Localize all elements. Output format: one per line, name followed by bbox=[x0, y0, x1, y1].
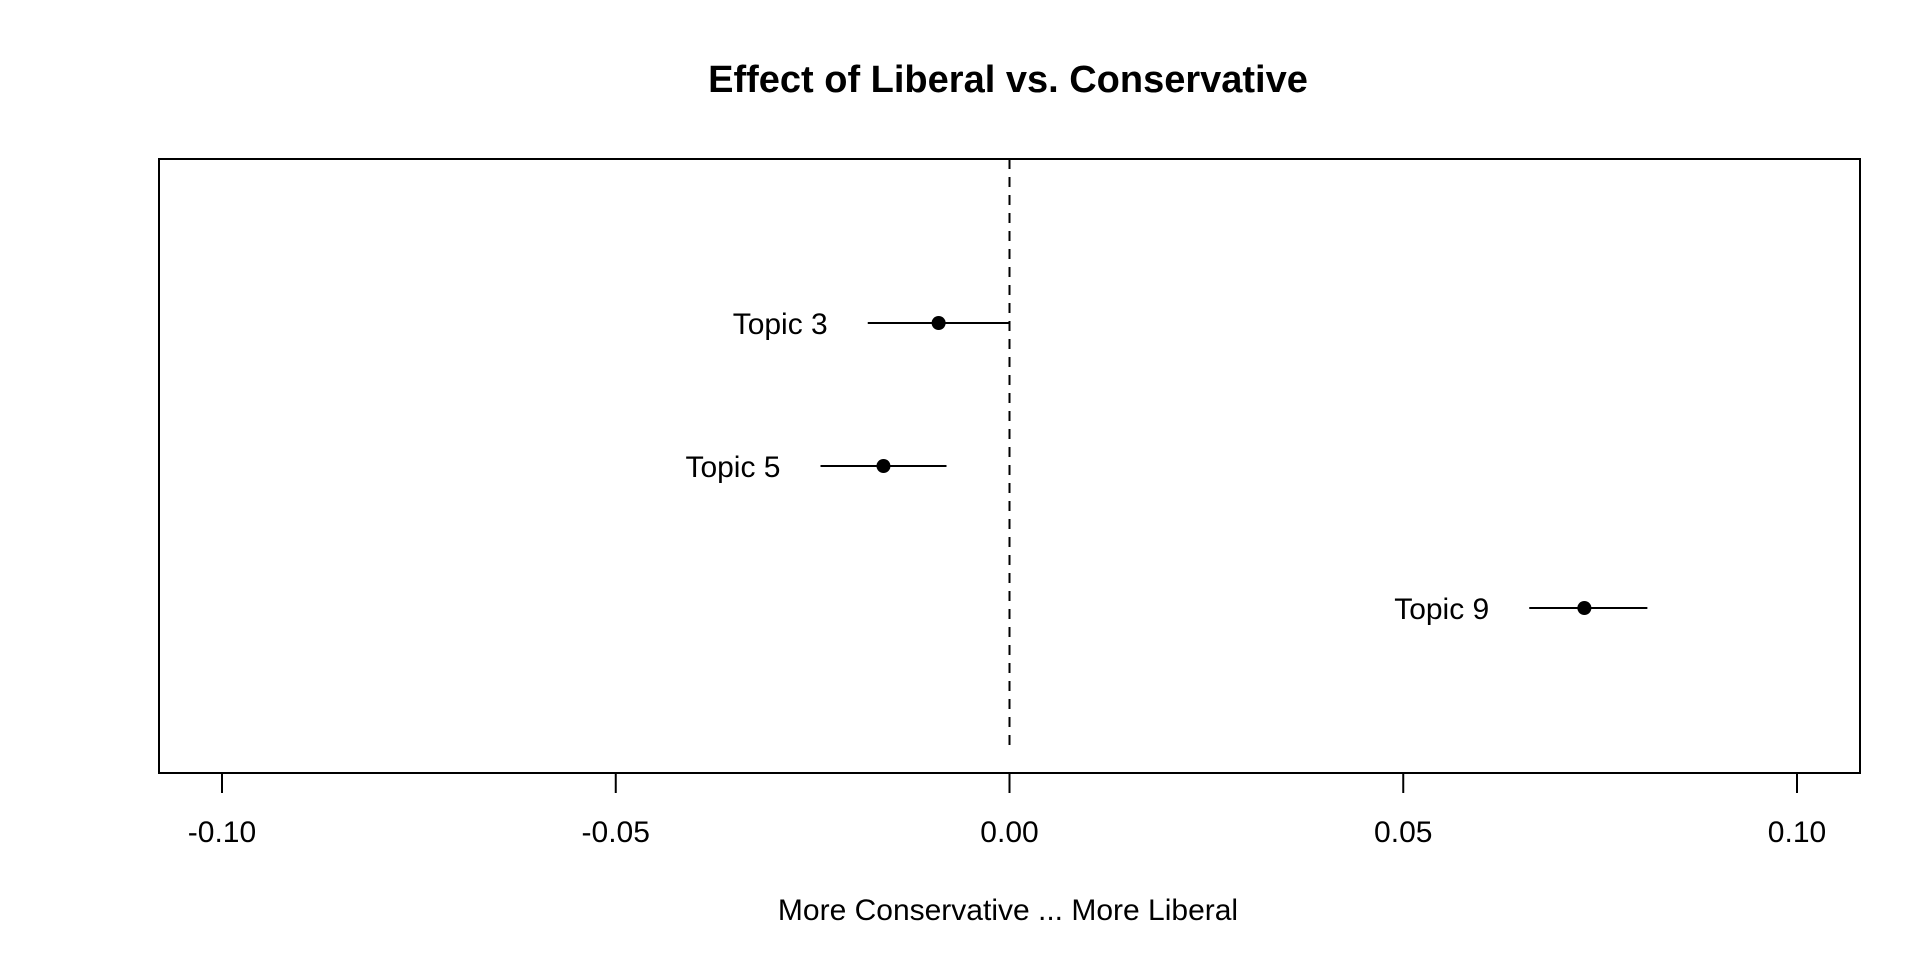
chart-title: Effect of Liberal vs. Conservative bbox=[708, 59, 1308, 101]
topic-point-group: Topic 3 bbox=[733, 308, 1010, 341]
x-tick-label: -0.10 bbox=[188, 816, 256, 849]
point-estimate bbox=[1577, 601, 1592, 615]
x-axis: -0.10 -0.05 0.00 0.05 0.10 bbox=[188, 773, 1826, 849]
topic-label: Topic 3 bbox=[733, 308, 828, 341]
x-axis-label: More Conservative ... More Liberal bbox=[778, 894, 1238, 927]
data-marks: Topic 3 Topic 5 Topic 9 bbox=[685, 308, 1648, 626]
x-tick-label: 0.05 bbox=[1374, 816, 1432, 849]
topic-label: Topic 5 bbox=[685, 451, 780, 484]
point-estimate bbox=[876, 459, 891, 473]
x-tick-label: 0.00 bbox=[980, 816, 1038, 849]
x-tick-label: 0.10 bbox=[1768, 816, 1826, 849]
x-tick-label: -0.05 bbox=[582, 816, 650, 849]
point-estimate bbox=[931, 316, 946, 330]
topic-point-group: Topic 9 bbox=[1394, 593, 1648, 626]
topic-label: Topic 9 bbox=[1394, 593, 1489, 626]
topic-point-group: Topic 5 bbox=[685, 451, 947, 484]
